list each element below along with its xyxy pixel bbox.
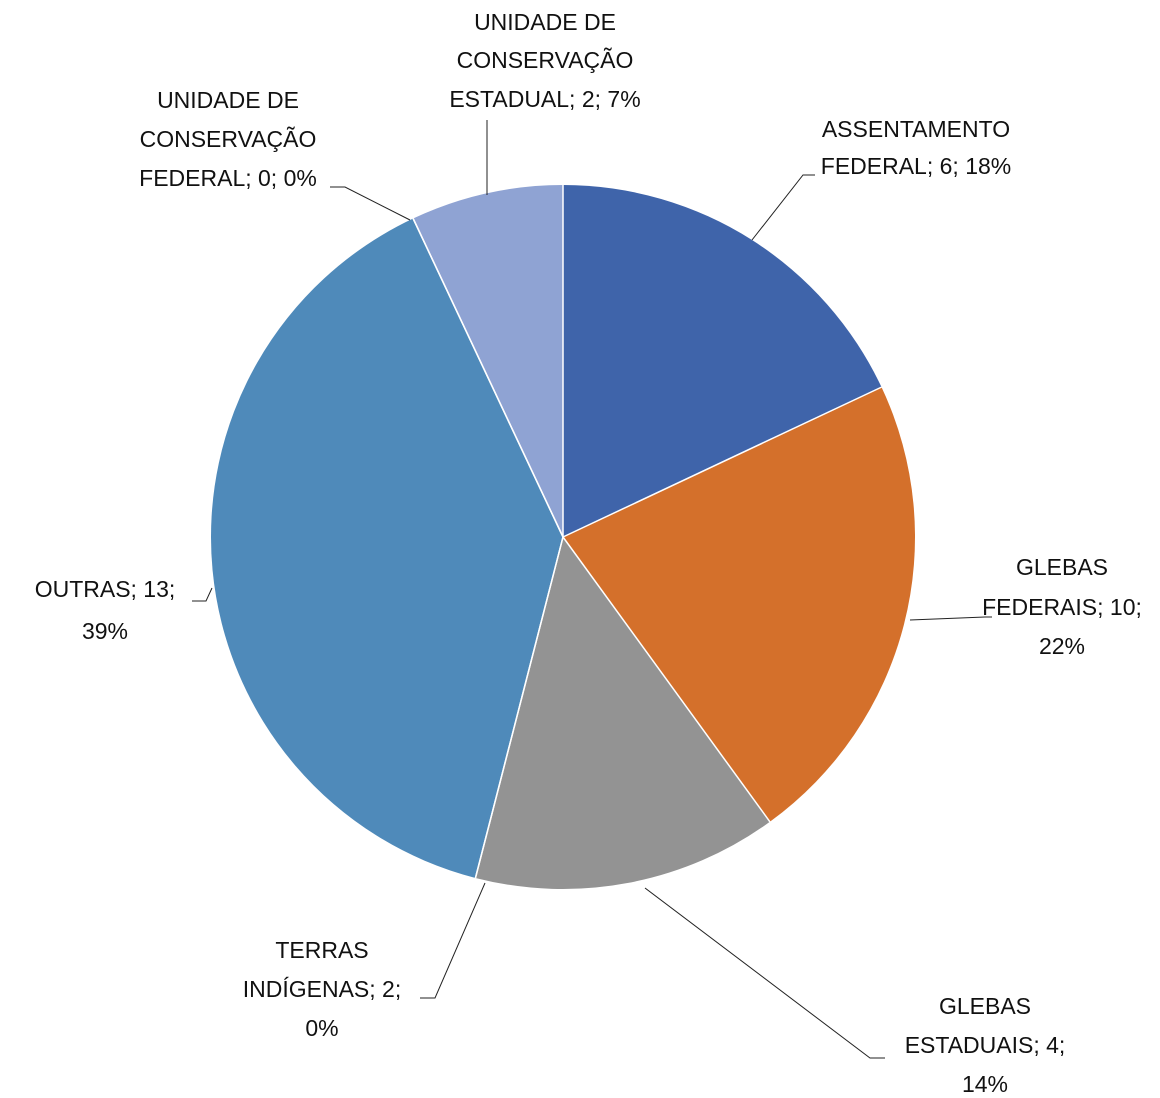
data-label: GLEBAS bbox=[1016, 554, 1108, 580]
leader-line bbox=[644, 887, 885, 1059]
data-label: OUTRAS; 13; bbox=[35, 576, 176, 602]
data-label: 22% bbox=[1039, 633, 1085, 659]
leader-line bbox=[909, 616, 992, 621]
leader-line bbox=[420, 882, 486, 999]
slice-border bbox=[562, 536, 771, 823]
data-label: FEDERAL; 6; 18% bbox=[821, 153, 1011, 179]
pie-slice bbox=[475, 537, 770, 889]
slice-border bbox=[412, 218, 564, 538]
data-label: CONSERVAÇÃO bbox=[457, 47, 634, 73]
data-label: UNIDADE DE bbox=[157, 87, 299, 113]
data-label: ESTADUAIS; 4; bbox=[905, 1032, 1066, 1058]
data-label: FEDERAIS; 10; bbox=[982, 594, 1142, 620]
data-label: INDÍGENAS; 2; bbox=[243, 976, 401, 1002]
data-label: FEDERAL; 0; 0% bbox=[139, 165, 317, 191]
data-label: 39% bbox=[82, 618, 128, 644]
data-label: 14% bbox=[962, 1071, 1008, 1097]
data-label: TERRAS bbox=[275, 937, 368, 963]
data-label: GLEBAS bbox=[939, 993, 1031, 1019]
pie-slice bbox=[563, 185, 882, 537]
data-label: 0% bbox=[305, 1015, 338, 1041]
slice-border bbox=[474, 536, 564, 879]
data-label: UNIDADE DE bbox=[474, 9, 616, 35]
leader-line bbox=[751, 174, 815, 241]
slice-border bbox=[562, 386, 882, 538]
data-label: ASSENTAMENTO bbox=[822, 116, 1010, 142]
leader-line bbox=[192, 587, 213, 602]
data-label: ESTADUAL; 2; 7% bbox=[449, 86, 640, 112]
pie-slice bbox=[413, 185, 563, 537]
leader-line bbox=[330, 186, 411, 221]
data-label: CONSERVAÇÃO bbox=[140, 126, 317, 152]
pie-slice bbox=[210, 218, 563, 878]
